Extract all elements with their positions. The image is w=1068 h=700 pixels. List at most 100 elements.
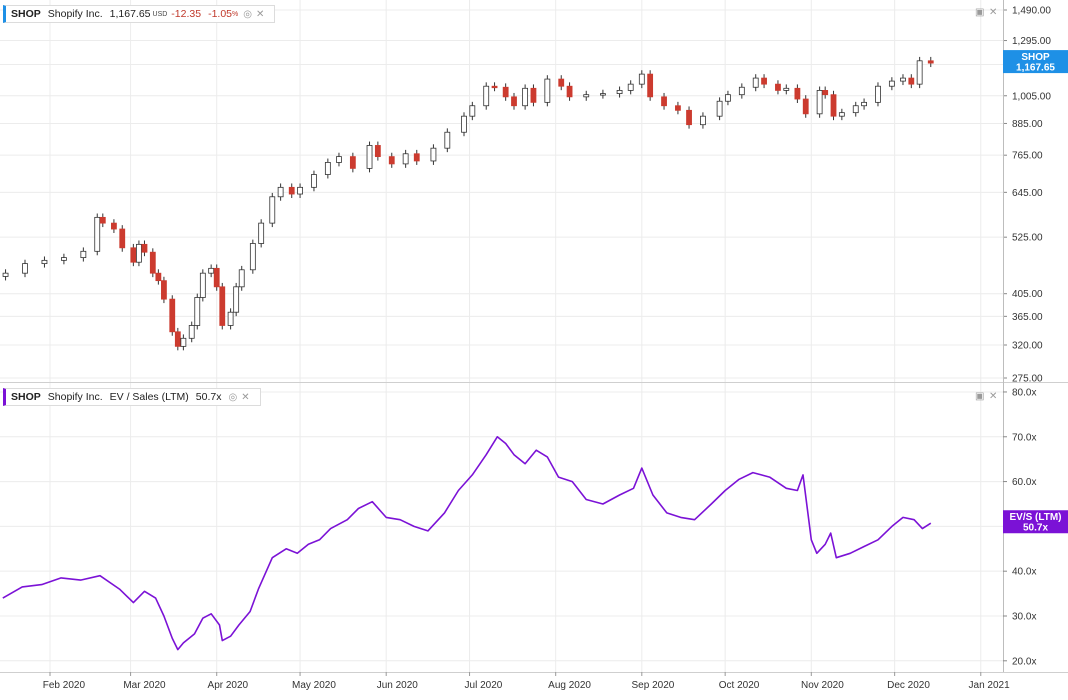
candle-up	[249, 243, 256, 271]
candle-down	[661, 96, 667, 107]
legend-metric-name: EV / Sales (LTM)	[109, 391, 189, 403]
candle-up	[336, 156, 342, 163]
price-tick-label: 275.00	[1012, 374, 1043, 385]
price-pane[interactable]: 1,490.001,295.001,160.001,005.00885.0076…	[0, 0, 1068, 672]
candle-down	[213, 267, 220, 288]
maximize-icon[interactable]: ▣	[975, 391, 985, 402]
evs-badge-label: EV/S (LTM)	[1009, 512, 1061, 523]
candle-down	[413, 153, 420, 162]
price-badge-value: 1,167.65	[1016, 63, 1055, 74]
candle-up	[80, 250, 87, 259]
candle-up	[227, 311, 234, 326]
x-tick-label: Feb 2020	[43, 680, 86, 691]
candle-up	[258, 222, 265, 244]
candle-up	[544, 78, 551, 103]
candle-up	[725, 94, 731, 102]
evs-tick-label: 80.0x	[1012, 387, 1036, 398]
x-tick-label: Apr 2020	[208, 680, 249, 691]
legend-percent-sign: %	[232, 10, 239, 18]
candle-up	[483, 85, 490, 107]
price-tick-label: 1,490.00	[1012, 5, 1051, 16]
candle-down	[149, 251, 156, 274]
legend-last-price: 1,167.65	[109, 8, 151, 20]
price-tick-label: 765.00	[1012, 151, 1043, 162]
pane-close-icon[interactable]: ✕	[989, 391, 998, 402]
price-legend[interactable]: SHOP Shopify Inc. 1,167.65 USD -12.35 -1…	[3, 5, 276, 23]
candle-down	[822, 90, 829, 96]
evs-tick-label: 70.0x	[1012, 432, 1036, 443]
price-badge-symbol: SHOP	[1021, 52, 1050, 63]
x-tick-label: Dec 2020	[887, 680, 930, 691]
evs-tick-label: 60.0x	[1012, 477, 1036, 488]
candle-down	[830, 94, 837, 117]
candle-down	[388, 156, 395, 165]
evs-tick-label: 40.0x	[1012, 567, 1036, 578]
legend-symbol: SHOP	[11, 8, 41, 20]
close-icon[interactable]: ✕	[241, 391, 250, 403]
candle-up	[41, 259, 48, 265]
candle-up	[900, 77, 906, 82]
x-tick-label: Oct 2020	[719, 680, 760, 691]
candle-down	[161, 280, 167, 300]
candle-down	[502, 86, 509, 98]
candle-up	[616, 90, 623, 95]
legend-currency: USD	[152, 10, 168, 18]
evs-legend[interactable]: SHOP Shopify Inc. EV / Sales (LTM) 50.7x…	[3, 388, 261, 406]
candle-down	[141, 243, 148, 253]
price-tick-label: 365.00	[1012, 312, 1043, 323]
price-badge	[1003, 50, 1068, 74]
legend-symbol: SHOP	[11, 391, 41, 403]
candle-down	[675, 105, 681, 111]
candle-up	[469, 105, 476, 117]
x-tick-label: Sep 2020	[632, 680, 675, 691]
x-tick-label: Jun 2020	[377, 680, 419, 691]
candle-down	[491, 85, 498, 89]
candle-down	[761, 77, 767, 85]
x-tick-label: Jan 2021	[969, 680, 1011, 691]
candle-up	[861, 101, 867, 107]
evs-tick-label: 30.0x	[1012, 611, 1036, 622]
candle-up	[136, 243, 142, 263]
candle-up	[916, 60, 923, 85]
pane-close-icon[interactable]: ✕	[989, 7, 998, 18]
candle-up	[444, 131, 451, 149]
candle-up	[638, 73, 645, 85]
price-tick-label: 525.00	[1012, 233, 1043, 244]
candle-down	[119, 228, 126, 249]
candle-up	[583, 94, 590, 98]
candle-down	[349, 156, 356, 169]
eye-icon[interactable]: ◎	[228, 391, 238, 403]
candle-up	[738, 86, 745, 96]
candle-up	[430, 147, 437, 162]
close-icon[interactable]: ✕	[255, 8, 265, 20]
candle-up	[311, 174, 317, 188]
candle-down	[288, 186, 295, 195]
candle-down	[908, 77, 915, 85]
candle-up	[208, 267, 215, 274]
candle-down	[686, 109, 692, 126]
candle-up	[269, 196, 276, 224]
candle-up	[852, 105, 859, 114]
candle-down	[219, 286, 226, 326]
candle-down	[566, 85, 573, 98]
maximize-icon[interactable]: ▣	[975, 7, 985, 18]
candle-up	[324, 162, 331, 175]
candle-down	[169, 298, 176, 333]
candle-up	[233, 286, 240, 313]
candle-up	[22, 263, 28, 274]
price-tick-label: 1,295.00	[1012, 36, 1051, 47]
eye-icon[interactable]: ◎	[243, 8, 252, 20]
evs-tick-label: 20.0x	[1012, 656, 1036, 667]
legend-company-name: Shopify Inc.	[47, 391, 103, 403]
candle-down	[927, 60, 934, 64]
candle-down	[155, 272, 162, 282]
x-tick-label: May 2020	[292, 680, 336, 691]
candle-up	[238, 269, 245, 288]
candle-down	[794, 87, 801, 100]
candle-down	[775, 83, 781, 91]
candle-up	[297, 186, 303, 195]
candle-down	[130, 247, 137, 263]
